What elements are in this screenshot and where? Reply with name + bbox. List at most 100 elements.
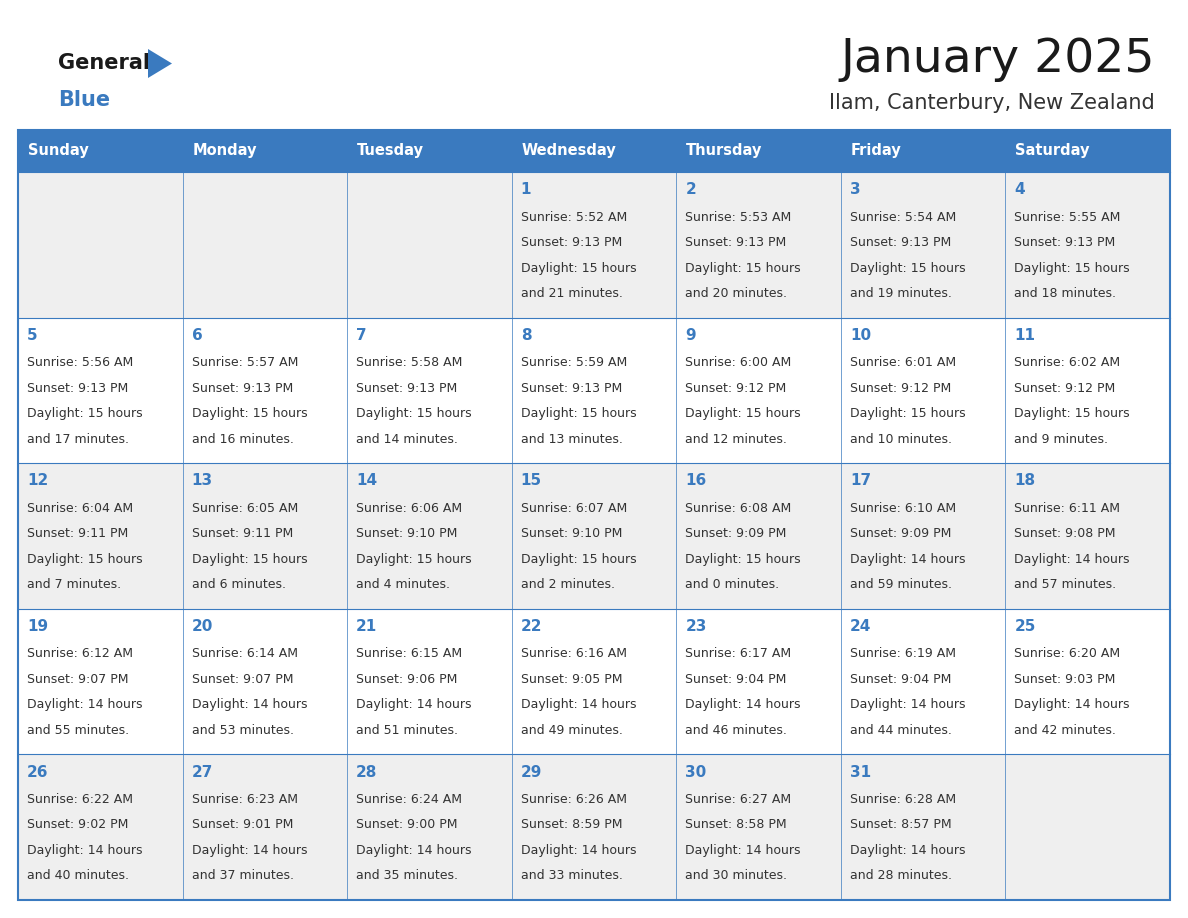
Text: Sunrise: 6:23 AM: Sunrise: 6:23 AM (191, 793, 298, 806)
Text: 9: 9 (685, 328, 696, 342)
Text: 18: 18 (1015, 474, 1036, 488)
Text: and 37 minutes.: and 37 minutes. (191, 869, 293, 882)
Text: and 46 minutes.: and 46 minutes. (685, 723, 788, 737)
Text: Sunset: 8:59 PM: Sunset: 8:59 PM (520, 819, 623, 832)
Text: 25: 25 (1015, 619, 1036, 634)
Text: and 33 minutes.: and 33 minutes. (520, 869, 623, 882)
Text: Friday: Friday (851, 143, 902, 159)
Text: and 55 minutes.: and 55 minutes. (27, 723, 129, 737)
Text: and 9 minutes.: and 9 minutes. (1015, 432, 1108, 445)
Text: 19: 19 (27, 619, 49, 634)
Text: and 14 minutes.: and 14 minutes. (356, 432, 459, 445)
Text: Daylight: 14 hours: Daylight: 14 hours (520, 844, 637, 856)
Text: Daylight: 15 hours: Daylight: 15 hours (520, 408, 637, 420)
Text: and 42 minutes.: and 42 minutes. (1015, 723, 1117, 737)
Text: and 0 minutes.: and 0 minutes. (685, 578, 779, 591)
Text: and 6 minutes.: and 6 minutes. (191, 578, 285, 591)
Text: 28: 28 (356, 765, 378, 779)
Text: and 18 minutes.: and 18 minutes. (1015, 287, 1117, 300)
Text: Sunrise: 5:59 AM: Sunrise: 5:59 AM (520, 356, 627, 369)
Text: Sunrise: 6:15 AM: Sunrise: 6:15 AM (356, 647, 462, 660)
Text: and 21 minutes.: and 21 minutes. (520, 287, 623, 300)
Bar (18, 464, 1170, 609)
Text: and 13 minutes.: and 13 minutes. (520, 432, 623, 445)
Text: Saturday: Saturday (1016, 143, 1089, 159)
Text: Daylight: 15 hours: Daylight: 15 hours (1015, 262, 1130, 274)
Bar (18, 130, 1170, 172)
Text: Daylight: 15 hours: Daylight: 15 hours (1015, 408, 1130, 420)
Text: Sunset: 9:00 PM: Sunset: 9:00 PM (356, 819, 457, 832)
Text: Sunrise: 5:53 AM: Sunrise: 5:53 AM (685, 210, 791, 224)
Text: Sunrise: 6:02 AM: Sunrise: 6:02 AM (1015, 356, 1120, 369)
Text: Daylight: 14 hours: Daylight: 14 hours (27, 844, 143, 856)
Text: Sunset: 9:12 PM: Sunset: 9:12 PM (685, 382, 786, 395)
Text: Sunset: 9:11 PM: Sunset: 9:11 PM (191, 527, 293, 541)
Text: 24: 24 (849, 619, 871, 634)
Text: 3: 3 (849, 182, 860, 197)
Text: Sunrise: 6:04 AM: Sunrise: 6:04 AM (27, 502, 133, 515)
Text: Sunset: 9:09 PM: Sunset: 9:09 PM (849, 527, 952, 541)
Text: and 59 minutes.: and 59 minutes. (849, 578, 952, 591)
Text: and 4 minutes.: and 4 minutes. (356, 578, 450, 591)
Text: Sunrise: 6:07 AM: Sunrise: 6:07 AM (520, 502, 627, 515)
Text: Daylight: 15 hours: Daylight: 15 hours (849, 262, 966, 274)
Text: Sunset: 9:13 PM: Sunset: 9:13 PM (685, 236, 786, 249)
Text: 13: 13 (191, 474, 213, 488)
Text: Daylight: 14 hours: Daylight: 14 hours (849, 699, 966, 711)
Text: and 30 minutes.: and 30 minutes. (685, 869, 788, 882)
Text: Ilam, Canterbury, New Zealand: Ilam, Canterbury, New Zealand (829, 93, 1155, 113)
Text: Sunrise: 5:58 AM: Sunrise: 5:58 AM (356, 356, 462, 369)
Text: and 10 minutes.: and 10 minutes. (849, 432, 952, 445)
Text: Tuesday: Tuesday (358, 143, 424, 159)
Text: Sunset: 9:07 PM: Sunset: 9:07 PM (191, 673, 293, 686)
Text: Daylight: 14 hours: Daylight: 14 hours (1015, 699, 1130, 711)
Text: Sunday: Sunday (27, 143, 89, 159)
Text: 1: 1 (520, 182, 531, 197)
Text: Sunrise: 6:27 AM: Sunrise: 6:27 AM (685, 793, 791, 806)
Text: Sunset: 9:06 PM: Sunset: 9:06 PM (356, 673, 457, 686)
Text: Daylight: 14 hours: Daylight: 14 hours (1015, 553, 1130, 565)
Text: Daylight: 14 hours: Daylight: 14 hours (849, 553, 966, 565)
Text: Daylight: 14 hours: Daylight: 14 hours (685, 699, 801, 711)
Text: Daylight: 14 hours: Daylight: 14 hours (191, 699, 308, 711)
Text: Sunset: 9:12 PM: Sunset: 9:12 PM (1015, 382, 1116, 395)
Text: and 12 minutes.: and 12 minutes. (685, 432, 788, 445)
Text: Sunrise: 6:01 AM: Sunrise: 6:01 AM (849, 356, 956, 369)
Text: Daylight: 14 hours: Daylight: 14 hours (356, 844, 472, 856)
Text: 29: 29 (520, 765, 542, 779)
Text: Sunrise: 6:08 AM: Sunrise: 6:08 AM (685, 502, 791, 515)
Text: Daylight: 14 hours: Daylight: 14 hours (520, 699, 637, 711)
Text: Sunrise: 6:24 AM: Sunrise: 6:24 AM (356, 793, 462, 806)
Text: and 49 minutes.: and 49 minutes. (520, 723, 623, 737)
Text: 11: 11 (1015, 328, 1036, 342)
Text: 23: 23 (685, 619, 707, 634)
Text: 2: 2 (685, 182, 696, 197)
Text: Sunrise: 6:17 AM: Sunrise: 6:17 AM (685, 647, 791, 660)
Text: Sunrise: 6:11 AM: Sunrise: 6:11 AM (1015, 502, 1120, 515)
Text: Daylight: 15 hours: Daylight: 15 hours (685, 553, 801, 565)
Text: Sunrise: 6:00 AM: Sunrise: 6:00 AM (685, 356, 791, 369)
Text: General: General (58, 53, 150, 73)
Text: Daylight: 14 hours: Daylight: 14 hours (191, 844, 308, 856)
Text: Daylight: 15 hours: Daylight: 15 hours (685, 408, 801, 420)
Text: 10: 10 (849, 328, 871, 342)
Text: Blue: Blue (58, 90, 110, 110)
Text: 26: 26 (27, 765, 49, 779)
Text: Sunset: 9:13 PM: Sunset: 9:13 PM (356, 382, 457, 395)
Text: Sunset: 9:01 PM: Sunset: 9:01 PM (191, 819, 293, 832)
Text: 7: 7 (356, 328, 367, 342)
Text: Sunset: 9:04 PM: Sunset: 9:04 PM (685, 673, 786, 686)
Text: 5: 5 (27, 328, 38, 342)
Text: and 19 minutes.: and 19 minutes. (849, 287, 952, 300)
Bar (18, 130, 1170, 900)
Text: Wednesday: Wednesday (522, 143, 617, 159)
Text: Sunrise: 5:56 AM: Sunrise: 5:56 AM (27, 356, 133, 369)
Text: Sunset: 9:04 PM: Sunset: 9:04 PM (849, 673, 952, 686)
Text: 4: 4 (1015, 182, 1025, 197)
Text: 16: 16 (685, 474, 707, 488)
Text: Sunset: 9:10 PM: Sunset: 9:10 PM (356, 527, 457, 541)
Text: Sunset: 9:10 PM: Sunset: 9:10 PM (520, 527, 623, 541)
Text: Sunset: 8:57 PM: Sunset: 8:57 PM (849, 819, 952, 832)
Text: 14: 14 (356, 474, 378, 488)
Text: Sunset: 9:07 PM: Sunset: 9:07 PM (27, 673, 128, 686)
